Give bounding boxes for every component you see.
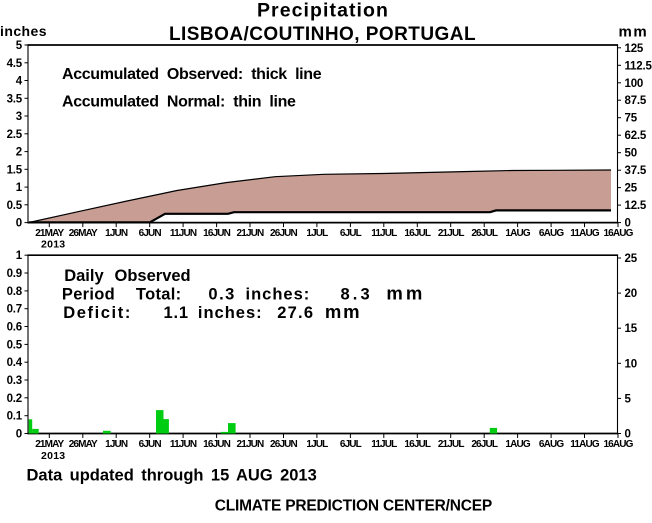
svg-text:16AUG: 16AUG xyxy=(603,439,633,450)
svg-text:21JUN: 21JUN xyxy=(237,439,265,450)
svg-text:2013: 2013 xyxy=(41,239,65,251)
svg-text:11JUL: 11JUL xyxy=(371,228,397,239)
svg-text:21JUL: 21JUL xyxy=(438,439,465,450)
svg-text:Accumulated Normal: thin line: Accumulated Normal: thin line xyxy=(62,94,296,111)
svg-text:0.6: 0.6 xyxy=(7,322,22,334)
svg-text:6JUN: 6JUN xyxy=(139,439,162,450)
svg-text:25: 25 xyxy=(625,253,638,265)
svg-text:0: 0 xyxy=(16,218,22,230)
svg-text:2: 2 xyxy=(16,147,22,159)
svg-text:6JUN: 6JUN xyxy=(139,228,162,239)
svg-text:6JUL: 6JUL xyxy=(340,228,362,239)
svg-text:4: 4 xyxy=(16,76,23,88)
svg-text:37.5: 37.5 xyxy=(625,165,647,177)
svg-text:0.2: 0.2 xyxy=(7,393,22,405)
svg-text:11JUL: 11JUL xyxy=(371,439,397,450)
svg-text:16JUL: 16JUL xyxy=(404,439,431,450)
svg-text:0.8: 0.8 xyxy=(7,286,23,298)
svg-text:27.6: 27.6 xyxy=(277,304,314,322)
svg-text:1: 1 xyxy=(16,250,23,262)
svg-text:3.5: 3.5 xyxy=(7,93,23,105)
svg-text:12.5: 12.5 xyxy=(625,200,647,212)
svg-text:75: 75 xyxy=(625,113,638,125)
svg-text:6AUG: 6AUG xyxy=(539,228,564,239)
svg-text:26JUN: 26JUN xyxy=(270,228,298,239)
svg-text:26MAY: 26MAY xyxy=(69,439,98,450)
svg-text:11JUN: 11JUN xyxy=(170,228,197,239)
svg-text:1JUN: 1JUN xyxy=(105,228,128,239)
svg-text:1AUG: 1AUG xyxy=(505,439,530,450)
svg-text:11AUG: 11AUG xyxy=(570,228,600,239)
svg-text:25: 25 xyxy=(625,183,638,195)
svg-text:mm: mm xyxy=(386,283,425,304)
svg-text:4.5: 4.5 xyxy=(7,58,23,70)
svg-text:21JUL: 21JUL xyxy=(438,228,465,239)
svg-text:inches:: inches: xyxy=(246,286,311,304)
svg-text:Data updated through 15 AUG 20: Data updated through 15 AUG 2013 xyxy=(27,467,317,485)
svg-text:20: 20 xyxy=(625,288,637,300)
svg-text:100: 100 xyxy=(625,78,644,90)
svg-text:0.3: 0.3 xyxy=(208,286,235,304)
svg-text:16AUG: 16AUG xyxy=(603,228,633,239)
svg-text:0.4: 0.4 xyxy=(7,357,23,369)
svg-text:0.1: 0.1 xyxy=(7,411,23,423)
svg-text:0: 0 xyxy=(16,429,22,441)
svg-text:5: 5 xyxy=(16,40,23,52)
svg-text:11AUG: 11AUG xyxy=(570,439,600,450)
svg-text:Deficit:: Deficit: xyxy=(63,304,132,322)
svg-text:1JUN: 1JUN xyxy=(105,439,128,450)
svg-text:15: 15 xyxy=(625,323,638,335)
svg-text:16JUN: 16JUN xyxy=(203,439,231,450)
svg-text:0.3: 0.3 xyxy=(7,375,22,387)
svg-text:0.7: 0.7 xyxy=(7,304,22,316)
svg-text:1.1: 1.1 xyxy=(164,304,189,322)
svg-text:50: 50 xyxy=(625,148,637,160)
svg-text:87.5: 87.5 xyxy=(625,95,647,107)
svg-text:mm: mm xyxy=(325,301,362,322)
svg-text:21MAY: 21MAY xyxy=(35,439,64,450)
svg-text:Accumulated Observed: thick li: Accumulated Observed: thick line xyxy=(62,66,322,83)
svg-text:11JUN: 11JUN xyxy=(170,439,197,450)
svg-text:16JUN: 16JUN xyxy=(203,228,231,239)
svg-text:0.5: 0.5 xyxy=(7,339,23,351)
svg-text:1.5: 1.5 xyxy=(7,164,23,176)
svg-text:LISBOA/COUTINHO, PORTUGAL: LISBOA/COUTINHO, PORTUGAL xyxy=(169,24,476,45)
svg-text:inches: inches xyxy=(0,23,47,39)
svg-text:21JUN: 21JUN xyxy=(237,228,265,239)
svg-text:10: 10 xyxy=(625,358,637,370)
svg-text:1: 1 xyxy=(16,182,23,194)
svg-text:26MAY: 26MAY xyxy=(69,228,98,239)
svg-text:1JUL: 1JUL xyxy=(306,228,328,239)
svg-text:21MAY: 21MAY xyxy=(35,228,64,239)
svg-text:5: 5 xyxy=(625,393,632,405)
svg-text:CLIMATE PREDICTION CENTER/NCEP: CLIMATE PREDICTION CENTER/NCEP xyxy=(215,497,492,514)
svg-text:16JUL: 16JUL xyxy=(404,228,431,239)
svg-text:Daily Observed: Daily Observed xyxy=(64,267,190,285)
svg-text:1AUG: 1AUG xyxy=(505,228,530,239)
svg-text:6AUG: 6AUG xyxy=(539,439,564,450)
svg-text:112.5: 112.5 xyxy=(625,60,652,72)
svg-text:26JUL: 26JUL xyxy=(471,439,498,450)
svg-text:2013: 2013 xyxy=(41,450,65,462)
svg-text:mm: mm xyxy=(619,24,649,41)
svg-text:Period Total:: Period Total: xyxy=(62,286,182,304)
svg-text:2.5: 2.5 xyxy=(7,129,23,141)
svg-text:26JUL: 26JUL xyxy=(471,228,498,239)
svg-text:26JUN: 26JUN xyxy=(270,439,298,450)
svg-text:Precipitation: Precipitation xyxy=(257,0,389,22)
svg-text:6JUL: 6JUL xyxy=(340,439,362,450)
svg-text:62.5: 62.5 xyxy=(625,130,647,142)
svg-text:125: 125 xyxy=(625,43,644,55)
svg-text:3: 3 xyxy=(16,111,22,123)
svg-text:1JUL: 1JUL xyxy=(306,439,328,450)
svg-text:0.9: 0.9 xyxy=(7,268,22,280)
svg-text:inches:: inches: xyxy=(198,304,263,322)
svg-text:0.5: 0.5 xyxy=(7,200,23,212)
